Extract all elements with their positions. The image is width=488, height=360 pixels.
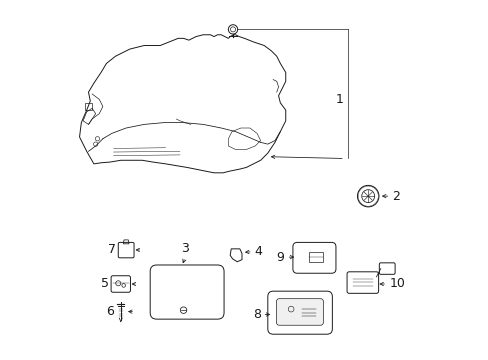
- Text: 1: 1: [335, 93, 343, 106]
- FancyBboxPatch shape: [276, 299, 323, 325]
- Text: 7: 7: [108, 243, 116, 256]
- Text: 2: 2: [392, 190, 400, 203]
- Text: 6: 6: [106, 305, 114, 318]
- Text: 3: 3: [181, 242, 189, 255]
- Text: 8: 8: [252, 308, 260, 321]
- Text: 9: 9: [276, 251, 284, 264]
- Text: 4: 4: [254, 245, 262, 258]
- Text: 5: 5: [101, 278, 109, 291]
- Text: 10: 10: [388, 278, 405, 291]
